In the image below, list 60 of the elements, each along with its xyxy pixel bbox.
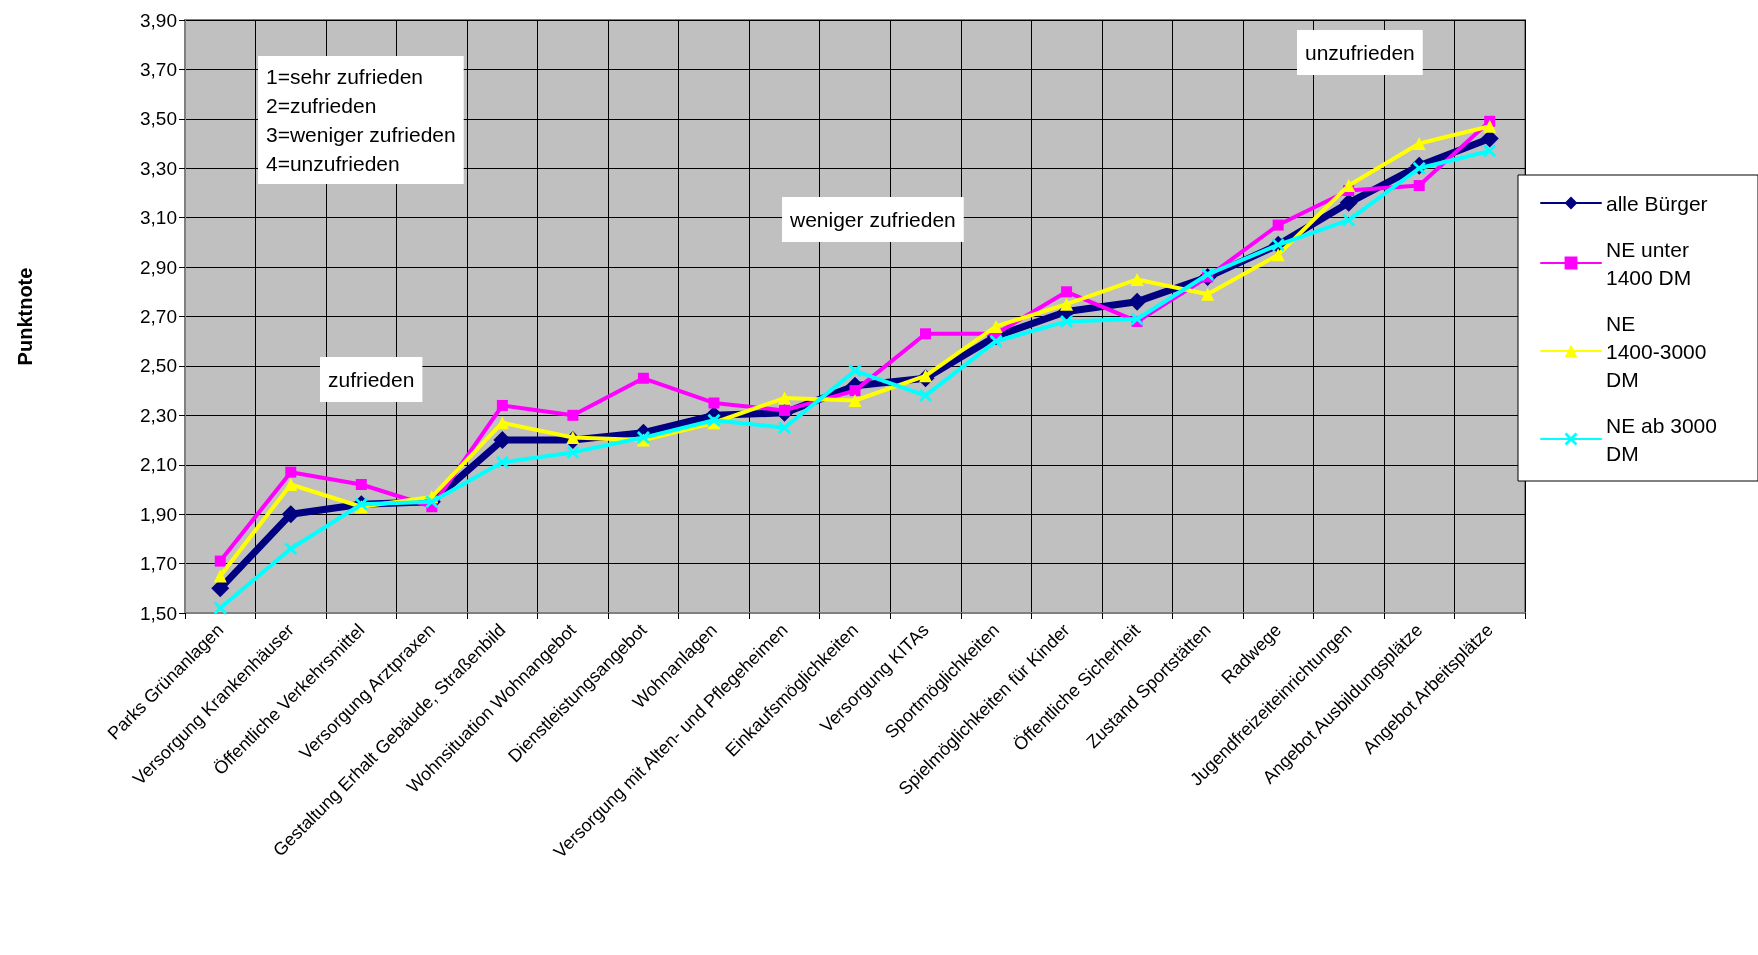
point: [777, 421, 791, 435]
annotation: zufrieden: [328, 368, 415, 391]
point: [1061, 286, 1073, 298]
point: [1412, 137, 1426, 151]
legend-label: NE unter 1400 DM: [1606, 237, 1695, 289]
y-tick-label: 3,70: [140, 58, 177, 80]
point: [567, 409, 579, 421]
y-tick-label: 1,50: [140, 602, 177, 624]
annotation: unzufrieden: [1305, 41, 1415, 64]
point: [919, 389, 933, 403]
point: [848, 394, 862, 408]
point: [1272, 219, 1284, 231]
legend-label: alle Bürger: [1606, 191, 1708, 215]
point: [777, 391, 791, 405]
point: [214, 555, 226, 567]
point: [213, 569, 227, 583]
point: [213, 601, 227, 615]
point: [849, 385, 861, 397]
point: [285, 466, 297, 478]
y-tick-label: 3,50: [140, 108, 177, 130]
point: [1483, 119, 1497, 133]
point: [989, 319, 1003, 333]
point: [1413, 180, 1425, 192]
point: [566, 431, 580, 445]
y-tick-label: 2,90: [140, 256, 177, 278]
point: [281, 505, 300, 524]
point: [1271, 248, 1285, 262]
point: [284, 478, 298, 492]
point: [708, 397, 720, 409]
point: [1130, 272, 1144, 286]
legend-label: NE ab 3000 DM: [1606, 413, 1723, 465]
point: [1128, 292, 1147, 311]
point: [496, 399, 508, 411]
legend-label: NE 1400-3000 DM: [1606, 311, 1713, 391]
y-tick-label: 2,70: [140, 306, 177, 327]
point: [495, 455, 509, 469]
y-tick-label: 1,90: [140, 503, 177, 525]
annotation: weniger zufrieden: [789, 208, 956, 231]
point: [1342, 179, 1356, 193]
annotation: 1=sehr zufrieden 2=zufrieden 3=weniger zufrieden 4=unzufrieden: [266, 65, 456, 175]
y-tick-label: 2,10: [140, 454, 177, 476]
point: [566, 445, 580, 459]
point: [1060, 297, 1074, 311]
point: [1342, 213, 1356, 227]
point: [920, 328, 932, 340]
y-tick-label: 2,30: [140, 404, 177, 426]
y-tick-label: 2,50: [140, 355, 177, 377]
y-tick-label: 3,10: [140, 207, 177, 229]
y-axis-title: Punktnote: [14, 267, 36, 366]
point: [1201, 287, 1215, 301]
point: [355, 479, 367, 491]
point: [637, 372, 649, 384]
y-tick-label: 3,30: [140, 157, 177, 179]
point: [1483, 144, 1497, 158]
y-tick-label: 1,70: [140, 553, 177, 575]
point: [1060, 314, 1074, 328]
point: [989, 334, 1003, 348]
point: [284, 542, 298, 556]
point: [848, 364, 862, 378]
y-tick-label: 3,90: [140, 9, 177, 31]
